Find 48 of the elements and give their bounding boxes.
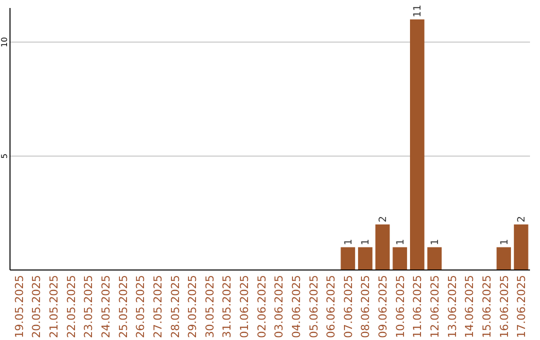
data-label: 1 [360, 238, 372, 246]
y-tick-label: 10 [0, 37, 9, 48]
x-tick-label: 03.06.2025 [272, 275, 286, 338]
x-tick-label: 16.06.2025 [498, 275, 511, 338]
x-tick-label: 15.06.2025 [480, 275, 494, 338]
data-label: 2 [516, 216, 528, 222]
x-tick-label: 08.06.2025 [359, 275, 372, 338]
data-label: 1 [343, 238, 354, 246]
y-tick-label: 5 [0, 154, 9, 159]
bar [514, 224, 528, 270]
bar [375, 224, 390, 270]
x-tick-label: 19.05.2025 [12, 275, 26, 338]
bar [496, 247, 511, 270]
bar [340, 247, 356, 270]
x-tick-label: 05.06.2025 [307, 275, 320, 338]
x-tick-label: 27.05.2025 [151, 275, 164, 338]
x-tick-label: 31.05.2025 [220, 275, 234, 338]
x-tick-label: 04.06.2025 [290, 275, 303, 338]
x-tick-label: 11.06.2025 [411, 275, 424, 338]
bar [392, 247, 408, 270]
data-label: 1 [430, 238, 441, 246]
x-tick-label: 22.05.2025 [64, 275, 78, 338]
x-tick-label: 14.06.2025 [463, 275, 476, 338]
data-label: 1 [395, 238, 406, 246]
bar [410, 19, 424, 270]
x-tick-label: 12.06.2025 [428, 275, 442, 338]
data-label: 1 [499, 238, 510, 246]
x-tick-label: 01.06.2025 [238, 275, 252, 338]
x-tick-label: 17.06.2025 [515, 275, 528, 338]
x-tick-label: 25.05.2025 [116, 275, 130, 338]
x-tick-label: 24.05.2025 [100, 275, 112, 338]
x-tick-label: 13.06.2025 [446, 275, 459, 338]
x-tick-label: 28.05.2025 [168, 275, 182, 338]
x-tick-label: 23.05.2025 [82, 275, 96, 338]
x-tick-label: 09.06.2025 [376, 275, 390, 338]
data-label: 11 [412, 4, 424, 18]
bar [358, 247, 372, 270]
x-tick-label: 07.06.2025 [342, 275, 355, 338]
data-label: 2 [378, 216, 390, 222]
x-tick-label: 30.05.2025 [203, 275, 216, 338]
x-tick-label: 21.05.2025 [48, 275, 61, 338]
x-tick-label: 29.05.2025 [186, 275, 200, 338]
x-tick-label: 26.05.2025 [134, 275, 148, 338]
x-tick-label: 02.06.2025 [255, 275, 268, 338]
x-tick-label: 10.06.2025 [394, 275, 407, 338]
x-tick-label: 06.06.2025 [324, 275, 338, 338]
x-tick-label: 20.05.2025 [30, 275, 44, 338]
bar [427, 247, 442, 270]
